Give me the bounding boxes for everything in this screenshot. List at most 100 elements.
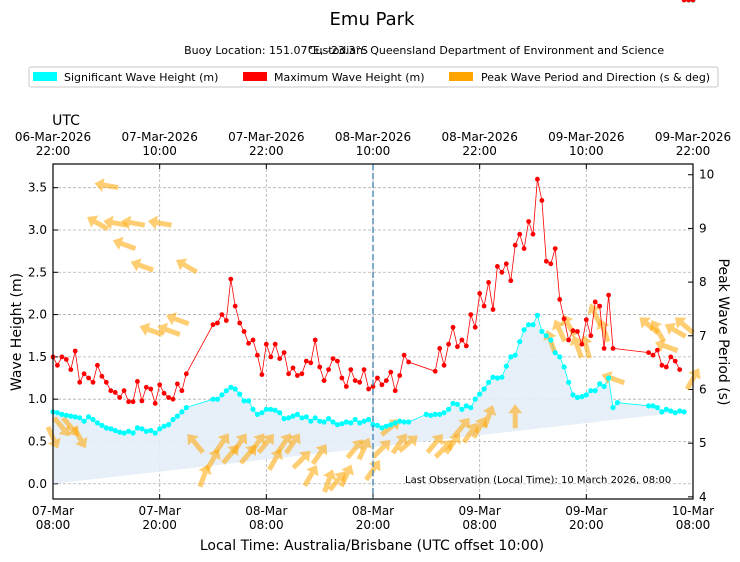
maximum-wave-point bbox=[299, 371, 305, 377]
significant-wave-point bbox=[152, 430, 158, 436]
arrow-shape bbox=[461, 422, 479, 444]
arrow-shape bbox=[425, 434, 443, 454]
maximum-wave-point bbox=[566, 337, 571, 343]
maximum-wave-point bbox=[263, 341, 269, 347]
period-direction-arrow bbox=[397, 435, 418, 453]
significant-wave-point bbox=[614, 400, 621, 406]
period-direction-arrow bbox=[139, 322, 163, 337]
arrow-shape bbox=[71, 426, 88, 449]
significant-wave-point bbox=[157, 426, 163, 432]
maximum-wave-point bbox=[592, 299, 598, 305]
significant-wave-point bbox=[401, 419, 407, 425]
maximum-wave-point bbox=[250, 337, 256, 343]
significant-wave-point bbox=[330, 419, 336, 425]
significant-wave-point bbox=[539, 328, 545, 335]
significant-wave-point bbox=[583, 392, 589, 398]
x-tick-label-time: 20:00 bbox=[142, 518, 177, 532]
period-direction-arrow bbox=[187, 434, 205, 454]
y-tick-label: 1.5 bbox=[28, 350, 47, 364]
significant-wave-point bbox=[246, 398, 252, 404]
maximum-wave-point bbox=[330, 356, 336, 361]
maximum-wave-point bbox=[139, 398, 145, 404]
significant-wave-point bbox=[472, 396, 478, 402]
y-tick-label: 2.5 bbox=[28, 265, 47, 279]
maximum-wave-point bbox=[286, 371, 291, 377]
maximum-wave-point bbox=[401, 352, 407, 358]
arrow-shape bbox=[664, 322, 687, 339]
arrow-shape bbox=[256, 434, 275, 454]
maximum-wave-point bbox=[161, 390, 167, 396]
significant-wave-point bbox=[326, 416, 332, 422]
maximum-wave-point bbox=[255, 352, 260, 358]
plot-frame bbox=[52, 163, 694, 500]
maximum-wave-point bbox=[406, 359, 411, 365]
arrow-shape bbox=[112, 236, 137, 251]
period-direction-arrow bbox=[356, 437, 372, 461]
significant-wave-point bbox=[646, 403, 652, 409]
period-direction-arrow bbox=[275, 433, 292, 455]
period-direction-arrow bbox=[639, 317, 660, 335]
maximum-wave-point bbox=[450, 324, 456, 330]
significant-wave-point bbox=[450, 400, 456, 406]
maximum-wave-point bbox=[366, 386, 371, 392]
period-direction-arrow bbox=[674, 317, 695, 335]
utc-tick-label-time: 22:00 bbox=[676, 144, 711, 158]
x-tick-label-time: 20:00 bbox=[356, 518, 391, 532]
maximum-wave-point bbox=[268, 354, 274, 360]
arrow-shape bbox=[587, 303, 603, 327]
arrow-shape bbox=[596, 319, 611, 343]
maximum-wave-point bbox=[237, 320, 243, 326]
maximum-wave-point bbox=[379, 382, 385, 388]
maximum-wave-point bbox=[681, 0, 687, 3]
maximum-wave-point bbox=[232, 303, 238, 309]
significant-wave-point bbox=[63, 412, 69, 418]
x-tick-label-date: 08-Mar bbox=[352, 504, 394, 518]
maximum-wave-point bbox=[432, 368, 438, 374]
significant-wave-point bbox=[94, 420, 100, 426]
maximum-wave-point bbox=[503, 261, 509, 267]
x-tick-label-time: 08:00 bbox=[676, 518, 711, 532]
maximum-wave-point bbox=[535, 176, 540, 182]
utc-tick-label-date: 06-Mar-2026 bbox=[15, 130, 91, 144]
period-direction-arrow bbox=[390, 433, 408, 455]
maximum-wave-point bbox=[646, 350, 651, 355]
significant-wave-point bbox=[494, 375, 500, 381]
maximum-wave-point bbox=[148, 386, 154, 392]
maximum-wave-point bbox=[112, 390, 118, 395]
y2-tick-label: 7 bbox=[699, 329, 707, 343]
utc-tick-label-time: 22:00 bbox=[249, 144, 284, 158]
maximum-wave-point bbox=[55, 362, 60, 368]
arrow-shape bbox=[471, 416, 488, 439]
maximum-wave-point bbox=[375, 375, 380, 381]
significant-wave-point bbox=[112, 427, 118, 434]
period-direction-arrow bbox=[338, 464, 354, 488]
legend-frame bbox=[28, 66, 719, 88]
significant-wave-point bbox=[374, 422, 380, 428]
significant-wave-point bbox=[508, 354, 514, 360]
legend: Significant Wave Height (m) Maximum Wave… bbox=[28, 66, 719, 88]
significant-wave-point bbox=[561, 364, 567, 370]
period-direction-arrow bbox=[425, 434, 443, 454]
significant-wave-point bbox=[481, 386, 487, 392]
significant-wave-point bbox=[166, 422, 172, 428]
y2-tick-label: 5 bbox=[699, 436, 707, 450]
maximum-wave-point bbox=[108, 388, 114, 394]
maximum-wave-point bbox=[290, 365, 296, 371]
significant-wave-point bbox=[512, 352, 518, 358]
maximum-wave-point bbox=[668, 354, 674, 360]
significant-wave-point bbox=[552, 350, 558, 356]
significant-wave-point bbox=[570, 392, 576, 398]
significant-wave-point bbox=[428, 412, 434, 418]
significant-wave-point bbox=[286, 415, 292, 421]
utc-tick-label-date: 07-Mar-2026 bbox=[121, 130, 197, 144]
utc-tick-label-time: 10:00 bbox=[569, 144, 604, 158]
maximum-wave-point bbox=[383, 378, 389, 383]
significant-wave-point bbox=[423, 411, 429, 417]
y-axis-label: Wave Height (m) bbox=[9, 273, 25, 391]
arrow-shape bbox=[433, 440, 453, 459]
significant-wave-point bbox=[303, 414, 309, 420]
arrow-shape bbox=[444, 433, 461, 455]
x-tick-label-date: 09-Mar bbox=[565, 504, 607, 518]
significant-wave-point bbox=[392, 420, 398, 426]
arrow-shape bbox=[248, 433, 265, 455]
